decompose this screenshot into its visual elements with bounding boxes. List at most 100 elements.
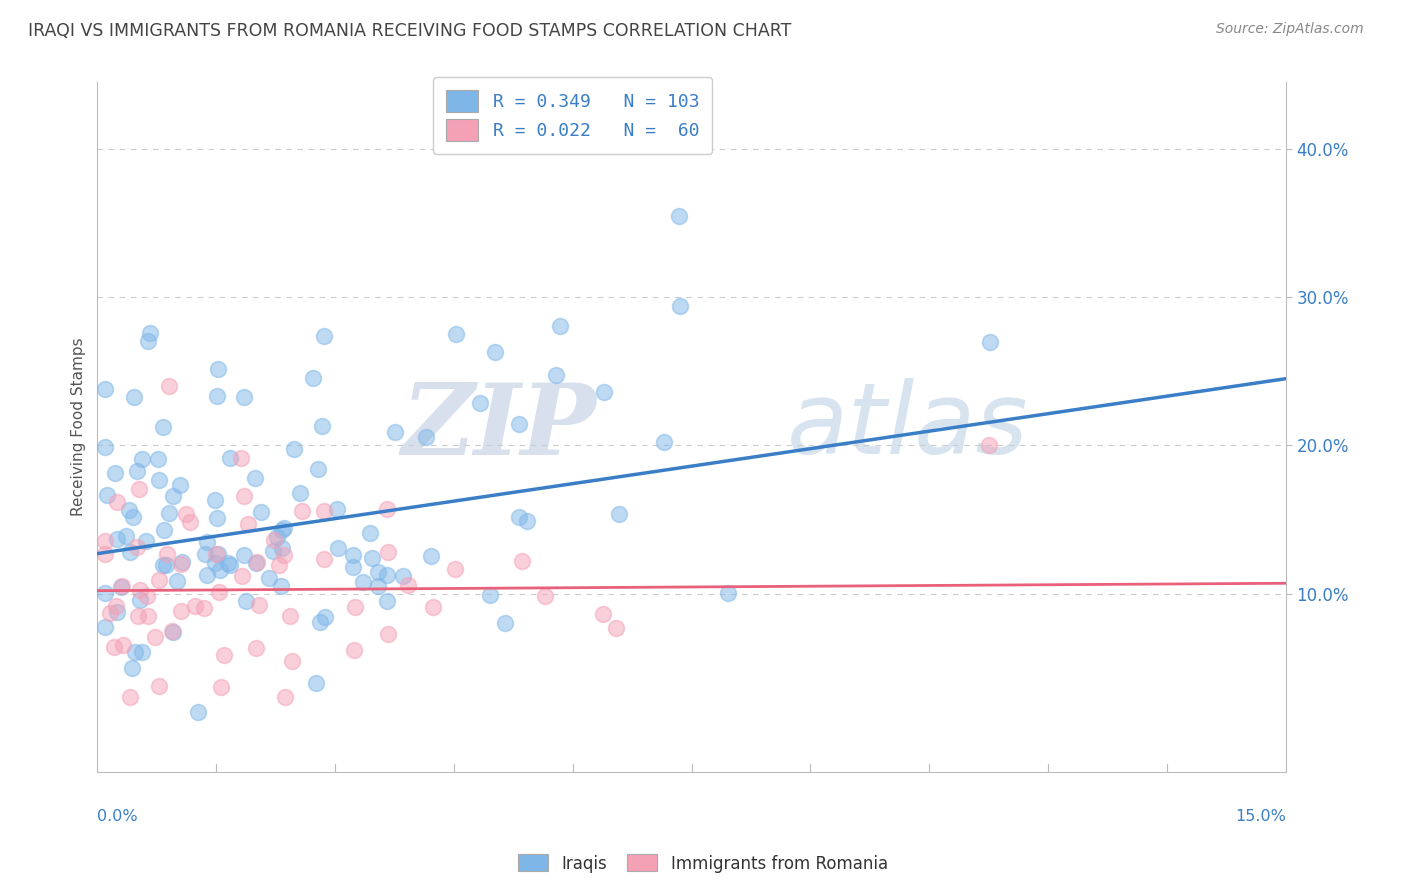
Point [118,503,141,517]
Point [233,489,256,503]
Point [391,569,413,583]
Point [204,492,226,507]
Point [508,510,530,524]
Point [94,547,117,561]
Point [105,532,128,546]
Point [129,592,152,607]
Point [94,534,117,549]
Point [548,318,571,333]
Point [127,464,149,478]
Point [508,417,530,431]
Point [148,679,170,693]
Point [105,495,128,509]
Point [209,681,232,695]
Point [359,526,381,541]
Point [231,569,253,583]
Point [169,604,191,618]
Point [136,589,159,603]
Point [510,554,533,568]
Point [128,582,150,597]
Point [114,529,136,543]
Point [308,615,330,629]
Point [342,549,364,563]
Point [184,599,207,613]
Point [494,615,516,630]
Point [121,509,143,524]
Point [118,545,141,559]
Point [377,627,399,641]
Point [193,547,215,561]
Point [136,334,159,348]
Point [314,552,336,566]
Point [271,541,294,555]
Point [104,466,127,480]
Point [267,558,290,572]
Point [607,507,630,521]
Point [128,482,150,496]
Point [546,368,568,382]
Point [314,329,336,343]
Point [204,556,226,570]
Point [131,451,153,466]
Point [314,610,336,624]
Point [307,462,329,476]
Point [593,384,616,399]
Point [135,534,157,549]
Point [245,641,267,656]
Point [94,440,117,454]
Point [270,579,292,593]
Point [343,642,366,657]
Point [105,599,128,613]
Point [415,430,437,444]
Point [208,585,231,599]
Point [977,438,1000,452]
Text: 0.0%: 0.0% [97,809,138,823]
Point [271,523,294,537]
Point [250,505,273,519]
Point [352,575,374,590]
Point [170,555,193,569]
Point [136,608,159,623]
Point [94,619,117,633]
Point [207,362,229,376]
Point [375,502,398,516]
Point [157,506,180,520]
Point [122,390,145,404]
Point [152,558,174,573]
Point [217,556,239,570]
Point [262,543,284,558]
Point [187,705,209,719]
Point [375,568,398,582]
Point [652,435,675,450]
Text: Source: ZipAtlas.com: Source: ZipAtlas.com [1216,22,1364,37]
Point [605,621,627,635]
Point [131,645,153,659]
Text: 15.0%: 15.0% [1234,809,1286,823]
Point [326,502,349,516]
Point [266,530,288,544]
Point [96,487,118,501]
Point [419,549,441,564]
Point [311,418,333,433]
Point [274,690,297,705]
Point [166,574,188,588]
Point [443,562,465,576]
Point [232,390,254,404]
Point [103,640,125,655]
Point [148,573,170,587]
Point [377,545,399,559]
Point [138,326,160,340]
Point [125,541,148,555]
Text: ZIP: ZIP [402,378,596,475]
Point [197,534,219,549]
Point [219,558,242,573]
Point [179,515,201,529]
Point [162,624,184,639]
Point [112,638,135,652]
Point [516,514,538,528]
Point [207,547,229,561]
Point [302,371,325,385]
Point [176,507,198,521]
Point [162,624,184,639]
Point [110,579,132,593]
